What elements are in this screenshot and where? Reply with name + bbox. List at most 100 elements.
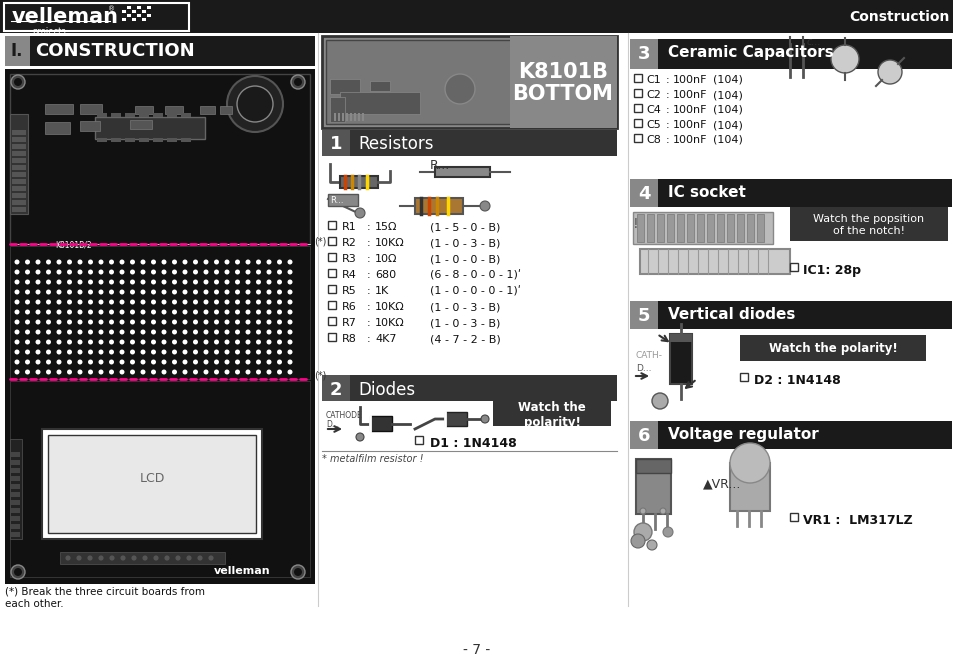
Circle shape <box>161 320 167 324</box>
Circle shape <box>203 320 209 324</box>
Circle shape <box>276 290 282 294</box>
Circle shape <box>193 320 198 324</box>
Text: 680: 680 <box>375 270 395 280</box>
Circle shape <box>151 349 156 355</box>
Circle shape <box>25 369 30 375</box>
FancyBboxPatch shape <box>10 439 22 539</box>
Circle shape <box>236 86 273 122</box>
Circle shape <box>77 260 82 264</box>
Circle shape <box>182 260 188 264</box>
Circle shape <box>234 320 240 324</box>
Circle shape <box>151 270 156 274</box>
Circle shape <box>224 369 230 375</box>
Circle shape <box>56 359 61 365</box>
FancyBboxPatch shape <box>11 524 20 529</box>
Circle shape <box>172 320 177 324</box>
FancyBboxPatch shape <box>510 36 617 128</box>
Circle shape <box>161 330 167 334</box>
Circle shape <box>266 260 272 264</box>
Circle shape <box>182 300 188 304</box>
Text: (1 - 0 - 3 - B): (1 - 0 - 3 - B) <box>430 238 500 248</box>
Circle shape <box>109 320 113 324</box>
Circle shape <box>182 369 188 375</box>
FancyBboxPatch shape <box>10 74 310 244</box>
Circle shape <box>14 270 19 274</box>
FancyBboxPatch shape <box>142 18 146 21</box>
Text: 6: 6 <box>638 427 650 445</box>
Text: 100nF: 100nF <box>672 105 707 115</box>
FancyBboxPatch shape <box>12 207 26 212</box>
FancyBboxPatch shape <box>326 40 511 124</box>
Circle shape <box>130 310 135 314</box>
FancyBboxPatch shape <box>636 459 670 473</box>
Circle shape <box>151 359 156 365</box>
Circle shape <box>276 280 282 284</box>
FancyBboxPatch shape <box>12 137 26 142</box>
Text: :: : <box>665 75 669 85</box>
FancyBboxPatch shape <box>629 301 951 329</box>
Circle shape <box>119 339 125 345</box>
Circle shape <box>480 415 489 423</box>
FancyBboxPatch shape <box>322 375 617 401</box>
Text: Ceramic Capacitors: Ceramic Capacitors <box>667 45 833 60</box>
Circle shape <box>119 369 125 375</box>
Circle shape <box>193 310 198 314</box>
Circle shape <box>651 393 667 409</box>
Circle shape <box>193 369 198 375</box>
Text: 1: 1 <box>330 135 342 153</box>
Circle shape <box>294 78 302 86</box>
Circle shape <box>67 270 71 274</box>
Circle shape <box>172 300 177 304</box>
Text: 1K: 1K <box>375 286 389 296</box>
FancyBboxPatch shape <box>12 130 26 135</box>
Text: 5: 5 <box>638 307 650 325</box>
Text: c...: c... <box>806 37 821 47</box>
Circle shape <box>276 270 282 274</box>
FancyBboxPatch shape <box>125 113 135 117</box>
Circle shape <box>161 369 167 375</box>
Circle shape <box>203 260 209 264</box>
Circle shape <box>14 330 19 334</box>
Circle shape <box>255 369 261 375</box>
Circle shape <box>174 555 181 561</box>
Text: Watch the popsition
of the notch!: Watch the popsition of the notch! <box>813 214 923 235</box>
Circle shape <box>255 260 261 264</box>
Circle shape <box>213 330 219 334</box>
Circle shape <box>255 359 261 365</box>
Text: R3: R3 <box>341 254 356 264</box>
Circle shape <box>56 280 61 284</box>
Text: CATHODE: CATHODE <box>326 411 362 420</box>
FancyBboxPatch shape <box>350 113 352 121</box>
Circle shape <box>76 555 82 561</box>
FancyBboxPatch shape <box>737 214 743 242</box>
Circle shape <box>67 369 71 375</box>
Circle shape <box>276 349 282 355</box>
FancyBboxPatch shape <box>12 144 26 149</box>
Circle shape <box>182 330 188 334</box>
Text: I.: I. <box>10 42 23 60</box>
Circle shape <box>172 369 177 375</box>
Circle shape <box>14 349 19 355</box>
Circle shape <box>119 300 125 304</box>
Circle shape <box>266 369 272 375</box>
Circle shape <box>46 359 51 365</box>
FancyBboxPatch shape <box>634 134 641 142</box>
Circle shape <box>213 339 219 345</box>
Circle shape <box>131 555 137 561</box>
FancyBboxPatch shape <box>729 463 769 511</box>
Circle shape <box>245 290 251 294</box>
Circle shape <box>25 260 30 264</box>
Text: 3: 3 <box>638 45 650 63</box>
Text: velleman: velleman <box>12 7 119 27</box>
FancyBboxPatch shape <box>669 334 691 384</box>
FancyBboxPatch shape <box>328 269 335 277</box>
Text: C1: C1 <box>645 75 660 85</box>
Circle shape <box>98 280 103 284</box>
Text: velleman: velleman <box>213 566 270 576</box>
FancyBboxPatch shape <box>11 468 20 473</box>
Text: * metalfilm resistor !: * metalfilm resistor ! <box>322 454 423 464</box>
Circle shape <box>355 208 365 218</box>
FancyBboxPatch shape <box>636 459 670 514</box>
Circle shape <box>182 349 188 355</box>
FancyBboxPatch shape <box>12 165 26 170</box>
